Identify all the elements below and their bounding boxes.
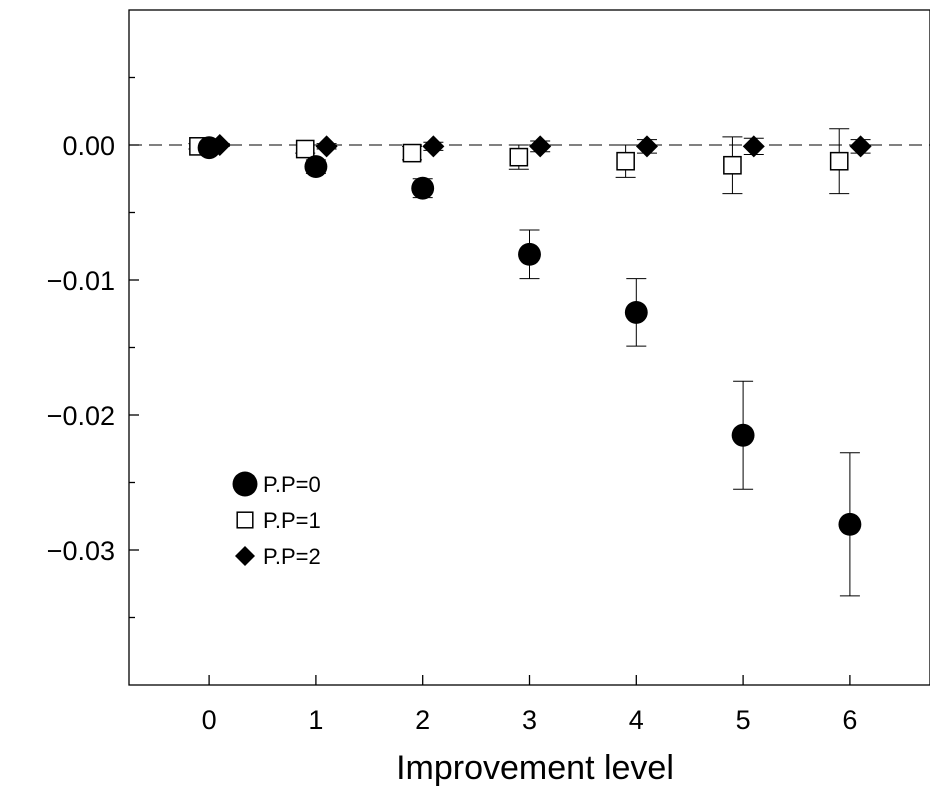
- legend-label: P.P=2: [263, 544, 321, 569]
- data-point-square: [509, 147, 529, 167]
- data-point-diamond: [635, 135, 658, 158]
- data-point-circle: [838, 512, 862, 536]
- data-point-square: [236, 511, 254, 529]
- y-tick-label: 0.00: [62, 131, 115, 161]
- x-tick-label: 6: [842, 705, 857, 735]
- x-axis-title: Improvement level: [396, 749, 674, 787]
- data-point-circle: [518, 242, 541, 266]
- x-tick-label: 1: [308, 705, 323, 735]
- legend-label: P.P=0: [263, 472, 321, 497]
- data-point-diamond: [422, 135, 445, 158]
- data-point-diamond: [529, 135, 552, 158]
- legend-label: P.P=1: [263, 508, 321, 533]
- data-series: [188, 128, 872, 597]
- data-point-circle: [731, 423, 755, 447]
- data-point-circle: [411, 176, 435, 200]
- y-tick-label: −0.03: [47, 536, 115, 566]
- data-point-square: [723, 155, 742, 175]
- series-p-p-1: [188, 128, 850, 195]
- x-tick-label: 3: [522, 705, 537, 735]
- data-point-square: [829, 151, 849, 171]
- x-tick-label: 5: [736, 705, 751, 735]
- series-p-p-0: [197, 136, 862, 597]
- data-point-circle: [304, 155, 328, 179]
- data-point-diamond: [742, 135, 765, 158]
- data-point-square: [295, 139, 315, 159]
- y-tick-label: −0.02: [47, 401, 115, 431]
- x-tick-label: 4: [629, 705, 644, 735]
- y-tick-label: −0.01: [47, 266, 115, 296]
- data-point-diamond: [235, 546, 255, 566]
- x-tick-label: 2: [415, 705, 430, 735]
- data-point-square: [616, 151, 635, 171]
- data-point-square: [402, 143, 422, 163]
- data-point-circle: [232, 471, 258, 497]
- y-axis-ticks: 0.00 −0.01 −0.02 −0.03: [47, 76, 139, 619]
- data-point-circle: [624, 300, 648, 324]
- x-axis-ticks: 0 1 2 3 4 5 6: [202, 675, 857, 735]
- data-point-diamond: [849, 135, 872, 158]
- data-point-circle: [197, 136, 221, 160]
- plot-frame: [128, 9, 930, 686]
- legend: P.P=0 P.P=1 P.P=2: [232, 471, 321, 569]
- data-point-diamond: [315, 135, 338, 158]
- x-tick-label: 0: [202, 705, 217, 735]
